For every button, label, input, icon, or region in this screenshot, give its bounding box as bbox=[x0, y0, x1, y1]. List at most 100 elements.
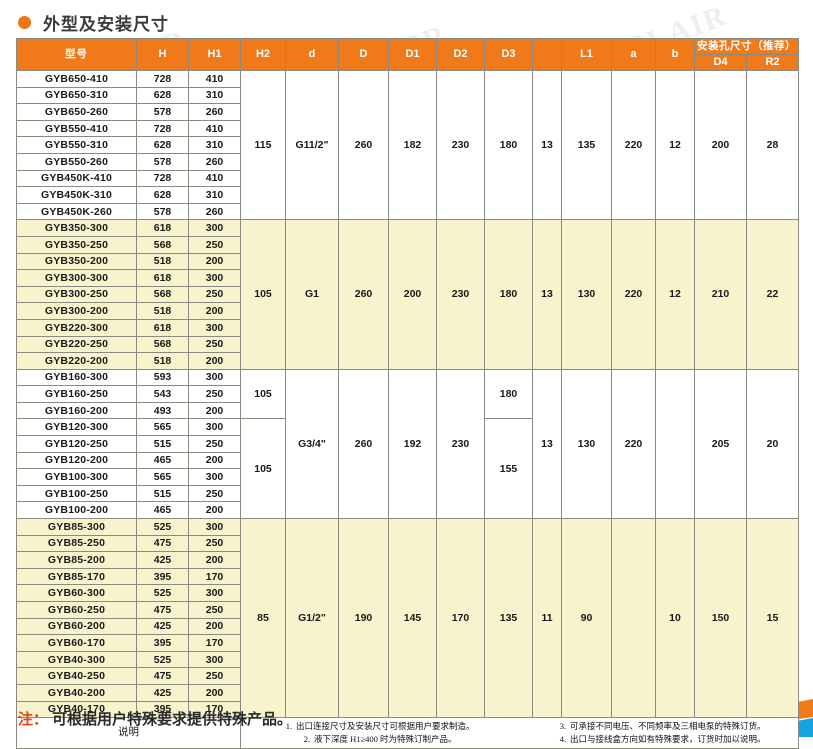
cell-h: 618 bbox=[136, 318, 189, 337]
cell-d4: 205 bbox=[694, 368, 747, 520]
cell-model: GYB300-250 bbox=[16, 285, 137, 304]
cell-h: 628 bbox=[136, 136, 189, 154]
table-row: GYB220-200 518 200 bbox=[16, 352, 799, 370]
cell-model: GYB350-200 bbox=[16, 252, 137, 271]
cell-h: 493 bbox=[136, 401, 189, 420]
cell-model: GYB85-200 bbox=[16, 551, 137, 569]
cell-r2: 22 bbox=[746, 219, 799, 370]
cell-h: 425 bbox=[136, 617, 189, 636]
cell-h1: 300 bbox=[188, 518, 241, 536]
cell-h: 395 bbox=[136, 634, 189, 652]
cell-h1: 250 bbox=[188, 335, 241, 354]
cell-h1: 300 bbox=[188, 418, 241, 437]
cell-model: GYB450K-410 bbox=[16, 169, 137, 188]
cell-d4: 200 bbox=[694, 69, 747, 221]
col-header-l1: L1 bbox=[561, 38, 612, 71]
cell-a bbox=[611, 518, 656, 719]
cell-h: 518 bbox=[136, 352, 189, 370]
notes-body: 1. 出口连接尺寸及安装尺寸可根据用户要求制造。 2. 液下深度 H1≥400 时为… bbox=[240, 717, 799, 749]
note-number: 4. bbox=[559, 734, 567, 745]
table-row: GYB450K-410 728 410 bbox=[16, 169, 799, 188]
cell-model: GYB100-300 bbox=[16, 468, 137, 486]
cell-r2: 28 bbox=[746, 69, 799, 221]
cell-model: GYB40-170 bbox=[16, 700, 137, 719]
cell-model: GYB220-300 bbox=[16, 318, 137, 337]
cell-h1: 300 bbox=[188, 318, 241, 337]
cell-d2: 230 bbox=[436, 368, 485, 520]
cell-model: GYB60-300 bbox=[16, 584, 137, 602]
cell-d4: 210 bbox=[694, 219, 747, 370]
remark-label: 注： bbox=[18, 711, 49, 728]
cell-d3: 180 bbox=[484, 368, 533, 420]
cell-h: 425 bbox=[136, 683, 189, 702]
cell-b: 12 bbox=[655, 219, 695, 370]
cell-model: GYB120-250 bbox=[16, 435, 137, 453]
note-item: 3. 可承接不同电压、不同频率及三相电泵的特殊订货。 bbox=[525, 720, 798, 733]
table-row: GYB100-250 515 250 bbox=[16, 484, 799, 503]
cell-h: 395 bbox=[136, 567, 189, 586]
cell-d1: 200 bbox=[388, 219, 437, 370]
spec-table: 型号 H H1 H2 d D D1 D2 D3 L1 a b 安装孔尺寸（推荐）… bbox=[16, 38, 799, 749]
cell-h: 515 bbox=[136, 435, 189, 453]
bottom-remark: 注： 可根据用户特殊要求提供特殊产品。 bbox=[18, 708, 292, 729]
table-row: GYB220-250 568 250 bbox=[16, 335, 799, 354]
cell-h1: 200 bbox=[188, 451, 241, 470]
cell-model: GYB85-300 bbox=[16, 518, 137, 536]
cell-h1: 170 bbox=[188, 634, 241, 652]
notes-column-right: 3. 可承接不同电压、不同频率及三相电泵的特殊订货。 4. 出口与接线盒方向如有特殊… bbox=[525, 720, 798, 746]
cell-h: 728 bbox=[136, 70, 189, 88]
page-title: 外型及安装尺寸 bbox=[43, 14, 169, 34]
cell-b bbox=[655, 368, 695, 520]
cell-h1: 250 bbox=[188, 235, 241, 254]
header-row-top: 型号 H H1 H2 d D D1 D2 D3 L1 a b 安装孔尺寸（推荐） bbox=[16, 38, 799, 71]
cell-model: GYB220-200 bbox=[16, 352, 137, 370]
cell-h1: 200 bbox=[188, 617, 241, 636]
table-row: GYB85-300 525 300 85 G1/2" 190 145 170 135 11 90 10… bbox=[16, 518, 799, 719]
cell-h1: 200 bbox=[188, 302, 241, 320]
cell-model: GYB450K-310 bbox=[16, 186, 137, 204]
cell-d1: 145 bbox=[388, 518, 437, 719]
cell-dd: 260 bbox=[338, 219, 389, 370]
cell-unlabeled: 13 bbox=[532, 219, 562, 370]
cell-h1: 260 bbox=[188, 202, 241, 221]
cell-h1: 410 bbox=[188, 169, 241, 188]
col-header-d: d bbox=[285, 38, 339, 71]
cell-model: GYB160-300 bbox=[16, 368, 137, 387]
cell-h1: 260 bbox=[188, 103, 241, 121]
cell-model: GYB100-250 bbox=[16, 484, 137, 503]
note-number: 1. bbox=[285, 721, 293, 732]
cell-h: 568 bbox=[136, 235, 189, 254]
table-row: GYB85-170 395 170 bbox=[16, 567, 799, 586]
table-row: GYB40-250 475 250 bbox=[16, 667, 799, 685]
cell-h1: 310 bbox=[188, 86, 241, 105]
cell-l1: 90 bbox=[561, 518, 612, 719]
header-row-bottom: D4 R2 bbox=[17, 54, 799, 71]
cell-h: 593 bbox=[136, 368, 189, 387]
cell-h1: 200 bbox=[188, 252, 241, 271]
cell-h2: 105 bbox=[240, 219, 286, 370]
cell-model: GYB550-310 bbox=[16, 136, 137, 154]
cell-h1: 300 bbox=[188, 650, 241, 669]
cell-model: GYB60-170 bbox=[16, 634, 137, 652]
table-row: GYB160-200 493 200 bbox=[16, 401, 799, 420]
table-row: GYB300-300 618 300 bbox=[16, 269, 799, 287]
note-text: 出口连接尺寸及安装尺寸可根据用户要求制造。 bbox=[295, 721, 475, 732]
cell-d: G1/2" bbox=[285, 518, 339, 719]
table-row: GYB350-200 518 200 bbox=[16, 252, 799, 271]
cell-h: 475 bbox=[136, 534, 189, 553]
cell-h1: 250 bbox=[188, 435, 241, 453]
cell-model: GYB40-200 bbox=[16, 683, 137, 702]
table-row: GYB40-300 525 300 bbox=[16, 650, 799, 669]
col-header-h: H bbox=[136, 38, 189, 71]
table-row: GYB60-300 525 300 bbox=[16, 584, 799, 602]
table-row: GYB60-200 425 200 bbox=[16, 617, 799, 636]
cell-h1: 200 bbox=[188, 501, 241, 520]
col-header-h2: H2 bbox=[240, 38, 286, 71]
cell-model: GYB350-300 bbox=[16, 219, 137, 237]
cell-d2: 230 bbox=[436, 219, 485, 370]
note-text: 液下深度 H1≥400 时为特殊订制产品。 bbox=[313, 734, 457, 745]
table-row: GYB85-200 425 200 bbox=[16, 551, 799, 569]
col-header-unlabeled bbox=[532, 38, 562, 71]
cell-model: GYB650-310 bbox=[16, 86, 137, 105]
cell-dd: 190 bbox=[338, 518, 389, 719]
